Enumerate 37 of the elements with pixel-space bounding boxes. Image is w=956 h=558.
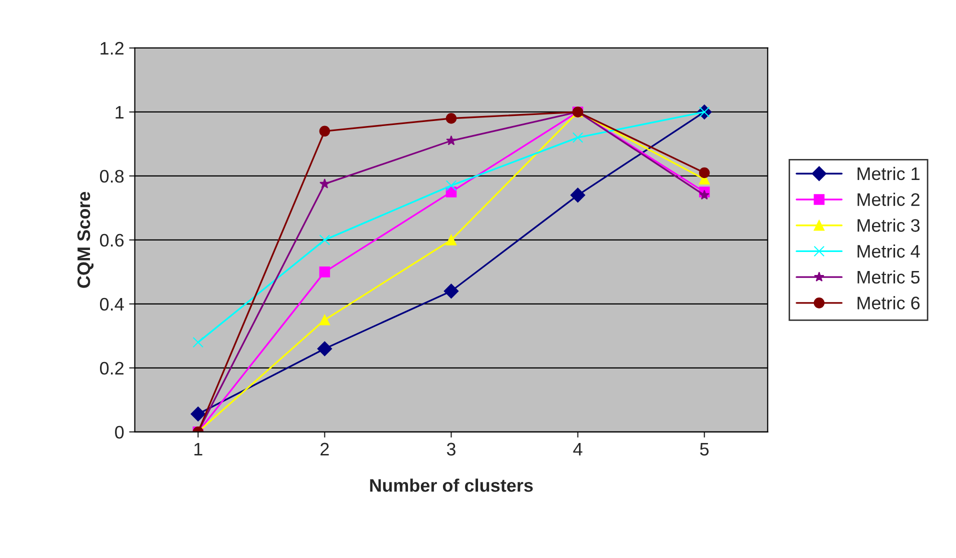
point [319,234,330,246]
point [572,132,584,143]
legend-label: Metric 1 [858,166,920,180]
point [444,284,459,299]
point [319,266,330,278]
x-tick-label: 4 [573,442,582,456]
y-tick-label: 0.4 [100,298,124,311]
legend-label: Metric 3 [858,218,920,232]
y-tick-label: 1.2 [100,42,124,55]
x-tick-label: 2 [320,442,329,456]
y-tick-label: 1 [116,106,124,119]
x-tick-label: 3 [446,442,456,456]
point [320,178,330,188]
point [699,190,710,200]
legend-label: Metric 4 [858,244,920,258]
legend-label: Metric 2 [858,192,920,206]
point [446,135,456,146]
x-tick-label: 1 [194,442,202,456]
point [446,180,457,191]
point [319,126,330,137]
point [446,112,457,124]
x-tick-label: 5 [700,442,709,456]
point [446,234,457,246]
point [319,314,330,326]
point [699,167,710,178]
y-tick-label: 0.2 [100,362,124,375]
y-axis-title: CQM Score [77,192,94,288]
legend-label: Metric 5 [858,270,920,284]
x-axis-title: Number of clusters [370,478,533,492]
y-tick-label: 0.8 [100,170,124,183]
point [192,336,204,348]
legend-label: Metric 6 [858,296,920,310]
y-tick-label: 0 [115,426,124,439]
point [570,188,586,203]
point [190,406,206,422]
y-tick-label: 0.6 [100,234,124,247]
point [317,341,332,356]
